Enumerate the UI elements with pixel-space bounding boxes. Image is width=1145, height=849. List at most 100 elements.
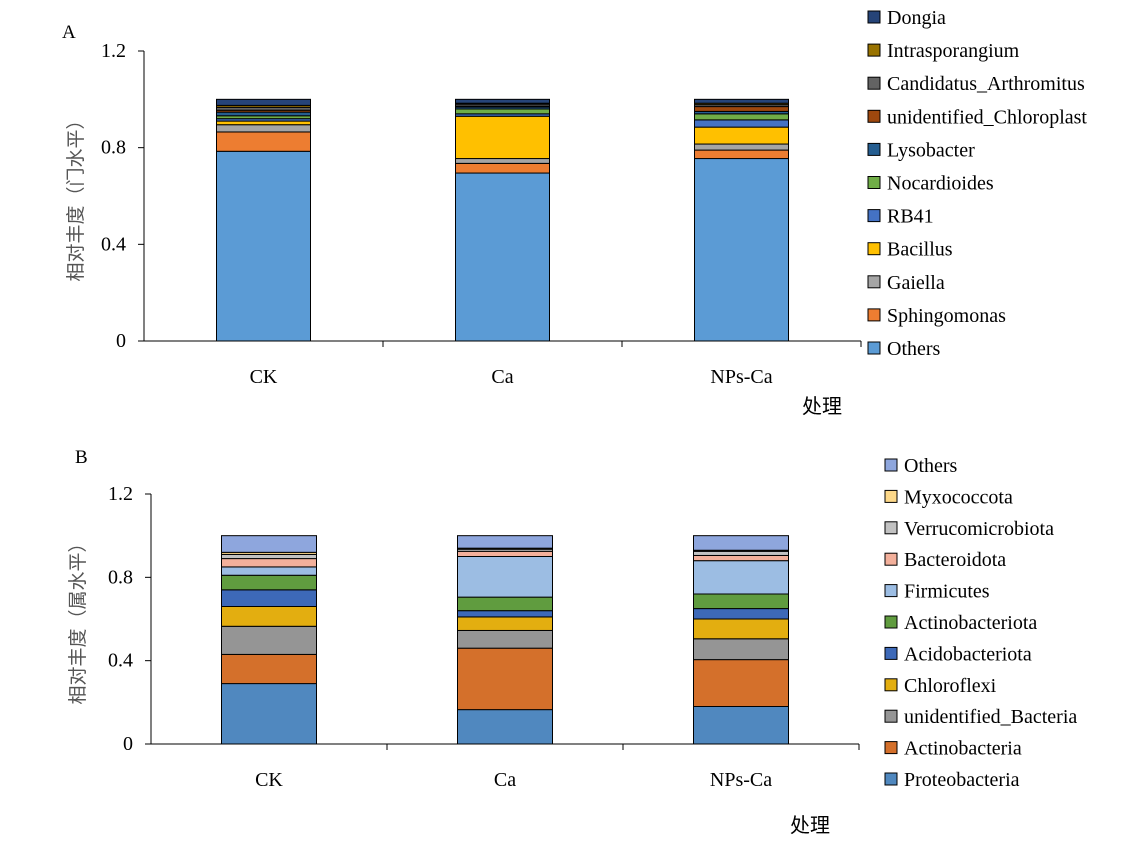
x-tick-label: CK [255,769,283,791]
y-tick-label: 0 [123,733,133,755]
y-axis-label: 相对丰度（门水平） [65,110,87,281]
bar-segment-proteobacteria [221,683,317,745]
bar-segment-acidobacteriota [457,610,553,618]
legend-swatch [884,615,898,629]
legend-entry: Gaiella [887,272,945,294]
legend-entry: Acidobacteriota [904,643,1032,665]
legend-swatch [884,678,898,692]
legend-entry: Others [887,338,941,360]
bar-segment-gaiella [455,158,550,164]
legend-entry: Sphingomonas [887,305,1006,327]
y-tick-label: 0.4 [108,650,133,672]
bar-segment-unidentified-chloroplast [694,106,789,112]
legend-entry: Verrucomicrobiota [904,518,1054,540]
x-tick-label: CK [250,366,278,388]
legend-entry: Bacteroidota [904,549,1006,571]
bar-segment-others [457,535,553,549]
legend-entry: Lysobacter [887,139,975,161]
bar-segment-sphingomonas [694,149,789,160]
y-axis-label: 相对丰度（属水平） [67,533,89,704]
y-tick-label: 1.2 [108,483,133,505]
bar-segment-nocardioides [455,108,550,115]
legend-swatch [867,275,881,289]
legend-swatch [867,10,881,24]
legend-swatch [867,176,881,189]
legend-entry: Actinobacteriota [904,612,1037,634]
bar-segment-bacillus [694,126,789,145]
bar-segment-verrucomicrobiota [221,553,317,560]
legend-swatch [884,646,898,660]
bar-segment-dongia [694,98,789,104]
legend-swatch [867,242,881,256]
y-tick-label: 0.8 [108,566,133,588]
legend-entry: unidentified_Bacteria [904,706,1077,728]
legend-entry: Actinobacteria [904,738,1022,760]
bar-segment-lysobacter [216,111,311,117]
bar-segment-actinobacteria [221,653,317,685]
x-tick-label: Ca [491,366,513,388]
legend-swatch [867,308,881,322]
legend-swatch [867,142,881,156]
y-tick-label: 0 [116,330,126,352]
bar-segment-acidobacteriota [693,608,789,620]
bar-segment-verrucomicrobiota [693,550,789,556]
x-axis-label: 处理 [790,814,830,837]
bar-segment-dongia [216,98,311,106]
legend-swatch [884,584,898,598]
panel-b: B 0 0.4 0.8 1.2 CK Ca NPs-Ca 处理 相对丰度（属水平） Others My… [67,447,1077,837]
bar-segment-nocardioides [694,113,789,121]
bar-segment-unidentified-bacteria [693,638,789,661]
legend-entry: Intrasporangium [887,40,1020,62]
bar-segment-actinobacteria [693,659,789,707]
bar-segment-bacillus [216,120,311,126]
bar-segment-sphingomonas [455,162,550,174]
bar-segment-chloroflexi [693,618,789,640]
bar-segment-others [216,150,311,342]
bar-segment-proteobacteria [693,706,789,745]
legend-entry: Nocardioides [887,173,994,195]
panel-label: B [75,447,88,468]
bar-segment-dongia [455,98,550,104]
legend-entry: Proteobacteria [904,769,1020,791]
bar-segment-chloroflexi [457,616,553,631]
bar-segment-acidobacteriota [221,589,317,607]
bar-segment-proteobacteria [457,709,553,745]
bar-segment-gaiella [216,124,311,133]
bar-segment-others [694,158,789,342]
legend-swatch [867,76,881,90]
bar-segment-others [221,535,317,553]
y-tick-label: 0.8 [101,137,126,159]
bar-segment-others [693,535,789,551]
legend-swatch [884,521,898,535]
legend-swatch [884,772,898,786]
x-tick-label: Ca [494,769,516,791]
legend-entry: Bacillus [887,239,953,261]
bar-segment-bacteroidota [693,554,789,562]
bar-segment-firmicutes [457,556,553,598]
bar-segment-rb41 [694,119,789,128]
bar-segment-bacteroidota [457,550,553,558]
legend-swatch [884,489,898,503]
bar-segment-gaiella [694,143,789,151]
legend-entry: Candidatus_Arthromitus [887,73,1085,95]
x-tick-label: NPs-Ca [710,769,772,791]
legend-entry: Dongia [887,7,946,29]
bar-segment-actinobacteriota [693,593,789,610]
bar-segment-unidentified-bacteria [221,625,317,655]
bar-segment-bacteroidota [221,558,317,568]
legend-entry: RB41 [887,206,934,228]
bar-segment-bacillus [455,115,550,160]
legend-swatch [884,458,898,472]
bar-segment-sphingomonas [216,131,311,152]
panel-label: A [62,22,76,43]
y-tick-label: 0.4 [101,233,126,255]
legend-entry: unidentified_Chloroplast [887,106,1087,128]
bar-segment-chloroflexi [221,606,317,627]
legend-entry: Firmicutes [904,581,990,603]
bar-segment-actinobacteria [457,647,553,711]
bar-segment-firmicutes [693,560,789,595]
bar-segment-actinobacteriota [457,596,553,612]
bar-segment-firmicutes [221,566,317,576]
